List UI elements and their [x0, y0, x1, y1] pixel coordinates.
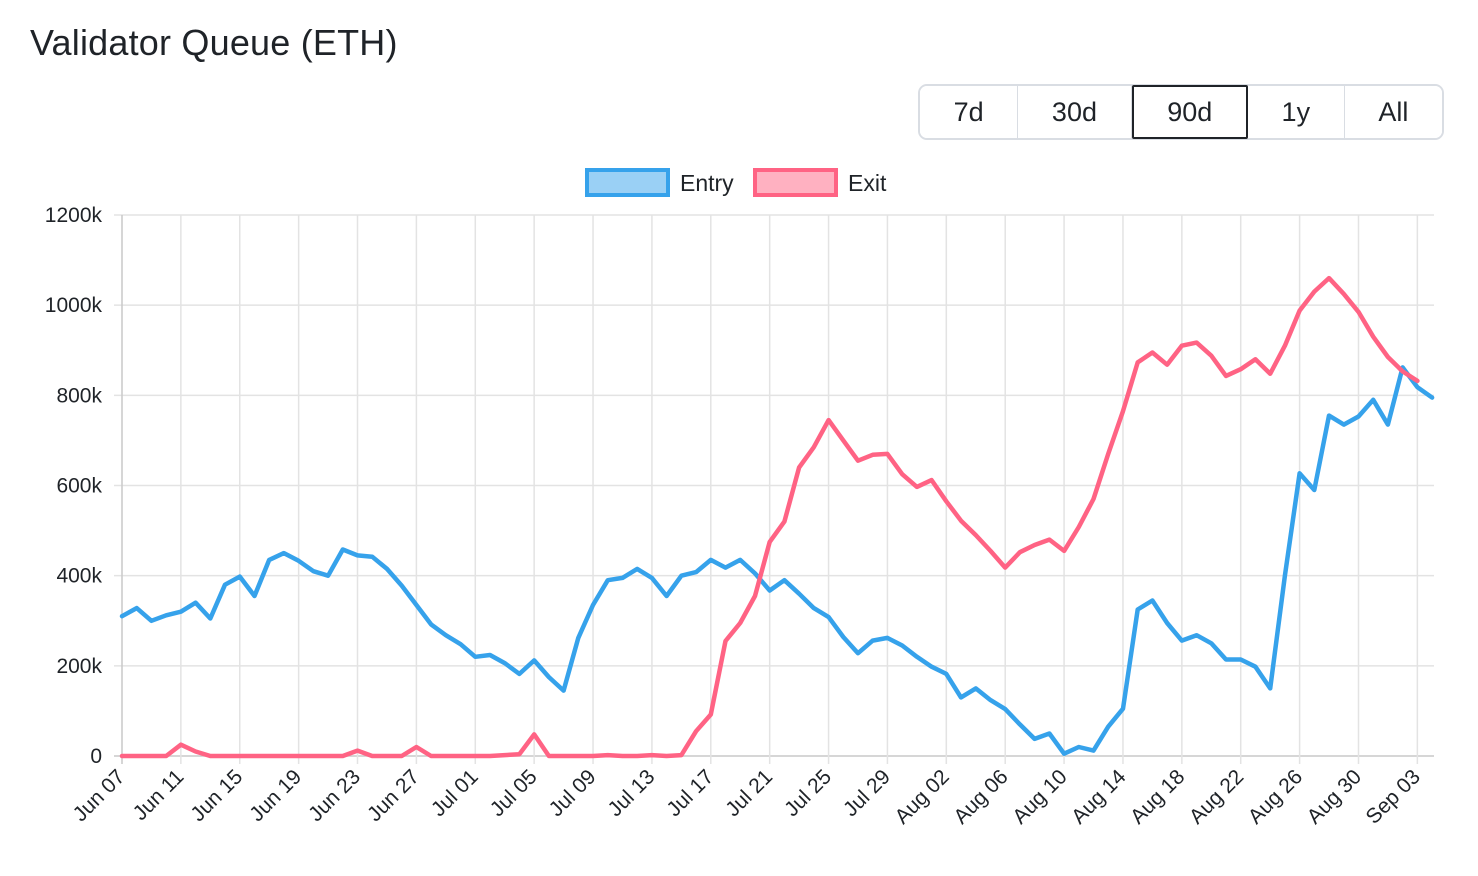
- y-tick-label: 200k: [56, 655, 102, 678]
- x-tick-label: Jul 01: [427, 765, 483, 821]
- chart-legend: Entry Exit: [585, 168, 887, 197]
- y-tick-label: 1200k: [45, 204, 103, 227]
- legend-item-exit[interactable]: Exit: [753, 168, 887, 197]
- chart-series: [119, 275, 1435, 759]
- range-7d-button[interactable]: 7d: [920, 86, 1019, 138]
- x-tick-label: Jun 19: [245, 765, 306, 826]
- legend-label-entry: Entry: [680, 170, 734, 196]
- x-tick-label: Jul 13: [604, 765, 660, 821]
- x-tick-label: Jul 09: [545, 765, 601, 821]
- chart-grid: [114, 214, 1434, 764]
- y-tick-label: 1000k: [45, 294, 103, 317]
- y-tick-label: 600k: [56, 475, 102, 498]
- x-tick-label: Aug 10: [1008, 765, 1071, 828]
- range-1y-button[interactable]: 1y: [1247, 86, 1345, 138]
- x-tick-label: Jul 05: [486, 765, 542, 821]
- range-30d-button[interactable]: 30d: [1018, 86, 1132, 138]
- x-tick-label: Aug 30: [1303, 765, 1366, 828]
- x-tick-label: Jul 17: [662, 765, 718, 821]
- legend-item-entry[interactable]: Entry: [585, 168, 734, 197]
- x-tick-label: Jul 29: [839, 765, 895, 821]
- x-tick-label: Aug 26: [1244, 765, 1307, 828]
- x-tick-label: Jun 27: [363, 765, 424, 826]
- legend-swatch-entry: [585, 168, 670, 197]
- series-line-entry: [119, 365, 1435, 756]
- y-tick-label: 400k: [56, 565, 102, 588]
- legend-swatch-exit: [753, 168, 838, 197]
- x-tick-label: Jul 21: [721, 765, 777, 821]
- x-tick-label: Jun 23: [304, 765, 365, 826]
- x-tick-label: Aug 06: [949, 765, 1012, 828]
- range-all-button[interactable]: All: [1344, 86, 1442, 138]
- x-tick-label: Sep 03: [1362, 765, 1425, 828]
- page-title: Validator Queue (ETH): [30, 22, 398, 63]
- y-tick-label: 800k: [56, 384, 102, 407]
- range-90d-button[interactable]: 90d: [1131, 85, 1248, 139]
- x-tick-label: Aug 22: [1185, 765, 1248, 828]
- x-tick-label: Jul 25: [780, 765, 836, 821]
- time-range-selector: 7d 30d 90d 1y All: [918, 84, 1444, 140]
- x-tick-label: Aug 18: [1126, 765, 1189, 828]
- x-tick-label: Jun 07: [69, 765, 130, 826]
- x-tick-label: Jun 11: [129, 765, 189, 825]
- y-axis: 0 200k 400k 600k 800k 1000k 1200k: [45, 204, 103, 768]
- series-line-exit: [119, 275, 1420, 759]
- x-tick-label: Aug 02: [891, 765, 954, 828]
- x-tick-label: Aug 14: [1067, 765, 1131, 829]
- y-tick-label: 0: [90, 745, 102, 768]
- x-tick-label: Jun 15: [186, 765, 247, 826]
- legend-label-exit: Exit: [848, 170, 887, 196]
